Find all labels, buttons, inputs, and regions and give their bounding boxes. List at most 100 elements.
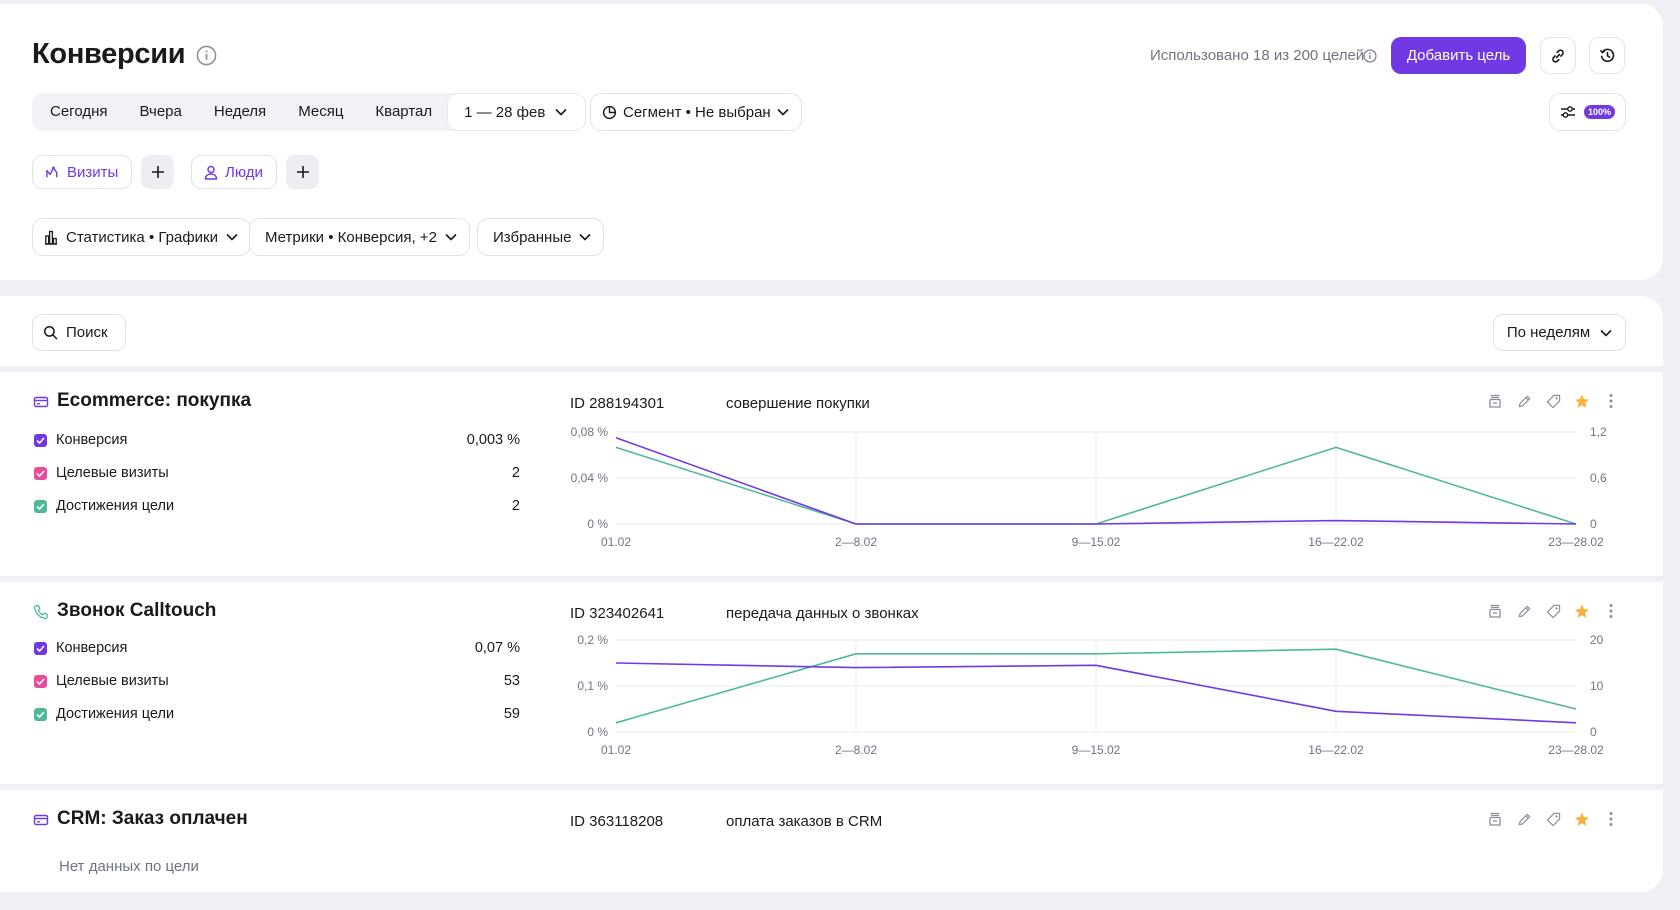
copy-link-button[interactable] (1540, 37, 1576, 74)
star-icon (1575, 604, 1589, 618)
favorite-star-button[interactable] (1574, 393, 1590, 409)
goals-usage-text: Использовано 18 из 200 целей (1150, 47, 1365, 64)
goal-name[interactable]: Ecommerce: покупка (57, 390, 252, 411)
metric-value: 2 (511, 465, 520, 481)
y-right-tick-label: 10 (1590, 679, 1604, 693)
star-icon (1575, 394, 1589, 408)
metric-label: Конверсия (56, 432, 128, 448)
people-chip[interactable]: Люди (191, 155, 277, 189)
checkbox-checked-icon[interactable] (34, 466, 47, 480)
x-tick-label: 9—15.02 (1072, 743, 1121, 757)
metric-value: 59 (503, 706, 520, 722)
period-yesterday[interactable]: Вчера (139, 103, 182, 120)
checkbox-checked-icon[interactable] (34, 641, 47, 655)
checkbox-checked-icon[interactable] (34, 433, 47, 447)
favorite-star-button[interactable] (1574, 811, 1590, 827)
period-quarter[interactable]: Квартал (375, 103, 433, 120)
tag-button[interactable] (1545, 393, 1561, 409)
chevron-down-icon (445, 233, 457, 241)
series-line-achievements (615, 648, 1577, 724)
checkbox-checked-icon[interactable] (34, 499, 47, 513)
usage-info-icon[interactable] (1363, 49, 1377, 63)
metric-label: Конверсия (56, 640, 128, 656)
archive-button[interactable] (1487, 603, 1503, 619)
pie-segment-icon (602, 105, 617, 119)
archive-button[interactable] (1487, 393, 1503, 409)
more-vertical-icon (1609, 812, 1613, 826)
goal-id: ID 323402641 (570, 605, 665, 622)
info-icon[interactable] (196, 45, 217, 66)
x-tick-label: 16—22.02 (1308, 535, 1364, 549)
goal-line-chart: 0,2 % 0,1 % 0 % 20 10 0 01.02 2—8.02 9—15.02 16—2… (577, 633, 1604, 757)
metrics-label: Метрики • Конверсия, +2 (265, 228, 437, 246)
no-data-text: Нет данных по цели (59, 858, 199, 875)
goals-card: Поиск По неделям Ecommerce: покупка ID 2… (0, 296, 1663, 892)
phone-icon (33, 604, 48, 620)
x-tick-label: 01.02 (601, 743, 631, 757)
edit-button[interactable] (1516, 811, 1532, 827)
search-icon (43, 325, 58, 340)
x-tick-label: 9—15.02 (1072, 535, 1121, 549)
metric-label: Целевые визиты (56, 673, 169, 689)
date-range-label: 1 — 28 фев (464, 103, 546, 121)
history-button[interactable] (1589, 37, 1625, 74)
goal-actions (1487, 603, 1619, 619)
goal-line-chart: 0,08 % 0,04 % 0 % 1,2 0,6 0 01.02 2—8.02 9—15.02… (571, 425, 1607, 549)
card-icon (33, 814, 49, 826)
archive-button[interactable] (1487, 811, 1503, 827)
goal-name[interactable]: Звонок Calltouch (57, 600, 217, 621)
goal-id: ID 363118208 (570, 813, 664, 830)
search-input[interactable]: Поиск (32, 314, 126, 351)
x-tick-label: 16—22.02 (1308, 743, 1364, 757)
more-button[interactable] (1603, 603, 1619, 619)
bar-chart-icon (45, 230, 57, 245)
y-left-tick-label: 0,04 % (571, 471, 609, 485)
add-people-filter-button[interactable] (286, 155, 319, 189)
pencil-icon (1518, 605, 1530, 617)
metric-row-visits: Целевые визиты 2 (34, 463, 520, 483)
add-goal-button[interactable]: Добавить цель (1391, 37, 1526, 74)
more-button[interactable] (1603, 393, 1619, 409)
add-visits-filter-button[interactable] (141, 155, 174, 189)
more-button[interactable] (1603, 811, 1619, 827)
chevron-down-icon (555, 108, 567, 116)
segment-select[interactable]: Сегмент • Не выбран (590, 93, 802, 131)
checkbox-checked-icon[interactable] (34, 707, 47, 721)
period-selector: Сегодня Вчера Неделя Месяц Квартал 1 — 2… (32, 93, 587, 131)
chevron-down-icon (226, 233, 238, 241)
y-right-tick-label: 0 (1590, 517, 1597, 531)
divider (0, 576, 1663, 582)
favorites-dropdown[interactable]: Избранные (477, 218, 605, 256)
tag-button[interactable] (1545, 811, 1561, 827)
period-today[interactable]: Сегодня (50, 103, 108, 120)
period-week[interactable]: Неделя (213, 103, 267, 120)
visits-chip[interactable]: Визиты (32, 155, 133, 189)
metrics-dropdown[interactable]: Метрики • Конверсия, +2 (249, 218, 470, 256)
metric-label: Достижения цели (56, 706, 175, 722)
tag-icon (1546, 394, 1560, 408)
visits-icon (46, 166, 58, 177)
tag-icon (1546, 604, 1560, 618)
y-left-tick-label: 0,2 % (577, 633, 608, 647)
goal-description: передача данных о звонках (726, 605, 919, 622)
x-tick-label: 2—8.02 (835, 535, 877, 549)
goal-name[interactable]: CRM: Заказ оплачен (57, 808, 248, 829)
checkbox-checked-icon[interactable] (34, 674, 47, 688)
goal-description: оплата заказов в CRM (726, 813, 883, 830)
report-type-dropdown[interactable]: Статистика • Графики (32, 218, 251, 256)
sampling-settings-button[interactable]: 100% (1549, 93, 1626, 131)
period-month[interactable]: Месяц (298, 103, 344, 120)
tag-button[interactable] (1545, 603, 1561, 619)
grouping-select[interactable]: По неделям (1493, 314, 1626, 351)
date-range-picker[interactable]: 1 — 28 фев (448, 94, 586, 130)
y-left-tick-label: 0,08 % (571, 425, 609, 439)
favorite-star-button[interactable] (1574, 603, 1590, 619)
archive-icon (1489, 394, 1501, 408)
edit-button[interactable] (1516, 603, 1532, 619)
star-icon (1575, 812, 1589, 826)
goal-description: совершение покупки (726, 395, 870, 412)
segment-label: Сегмент • Не выбран (623, 103, 771, 121)
y-right-tick-label: 20 (1590, 633, 1604, 647)
header-card: Конверсии Использовано 18 из 200 целей Д… (0, 4, 1663, 280)
edit-button[interactable] (1516, 393, 1532, 409)
